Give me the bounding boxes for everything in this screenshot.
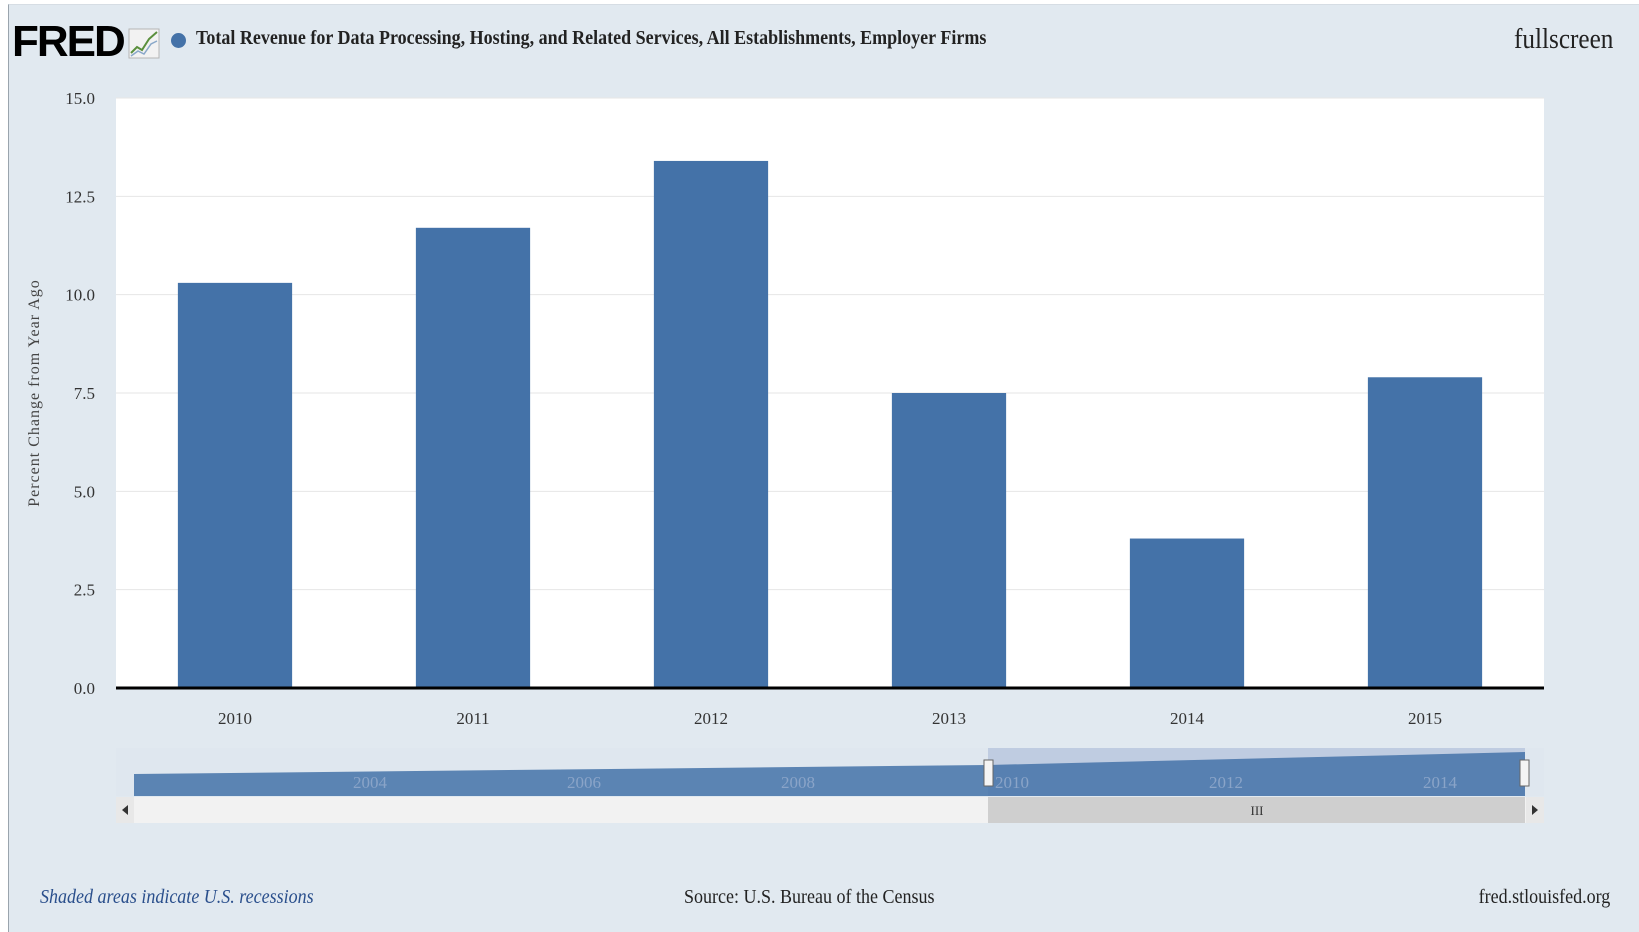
site-link[interactable]: fred.stlouisfed.org [1478,886,1610,908]
fullscreen-link[interactable]: fullscreen [1513,24,1613,55]
source-note: Source: U.S. Bureau of the Census [684,886,935,908]
chart-frame [8,4,1639,932]
series-legend-dot [171,33,186,48]
recession-note: Shaded areas indicate U.S. recessions [40,886,314,908]
fred-logo[interactable]: FRED [12,17,126,66]
chart-title: Total Revenue for Data Processing, Hosti… [196,27,987,49]
line-graph-icon [128,28,160,59]
